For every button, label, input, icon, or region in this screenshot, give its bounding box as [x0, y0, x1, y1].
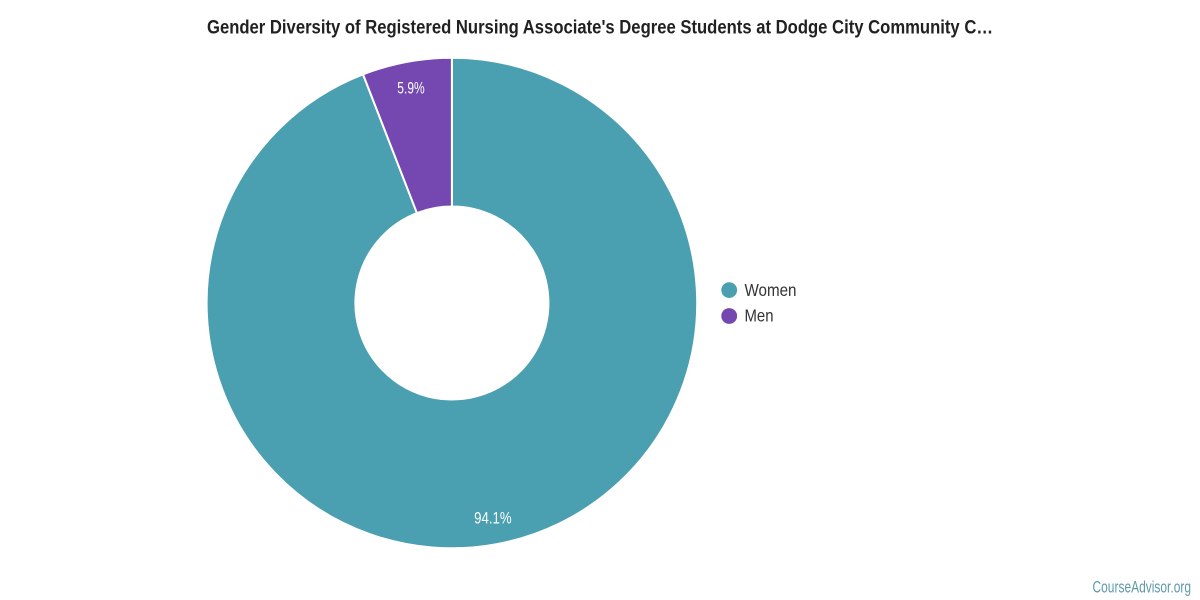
svg-text:5.9%: 5.9%: [397, 80, 425, 98]
svg-text:Gender Diversity of Registered: Gender Diversity of Registered Nursing A…: [207, 17, 993, 38]
svg-text:Women: Women: [745, 280, 797, 300]
svg-text:94.1%: 94.1%: [474, 509, 512, 527]
svg-text:CourseAdvisor.org: CourseAdvisor.org: [1093, 579, 1192, 597]
svg-text:Men: Men: [745, 306, 774, 326]
